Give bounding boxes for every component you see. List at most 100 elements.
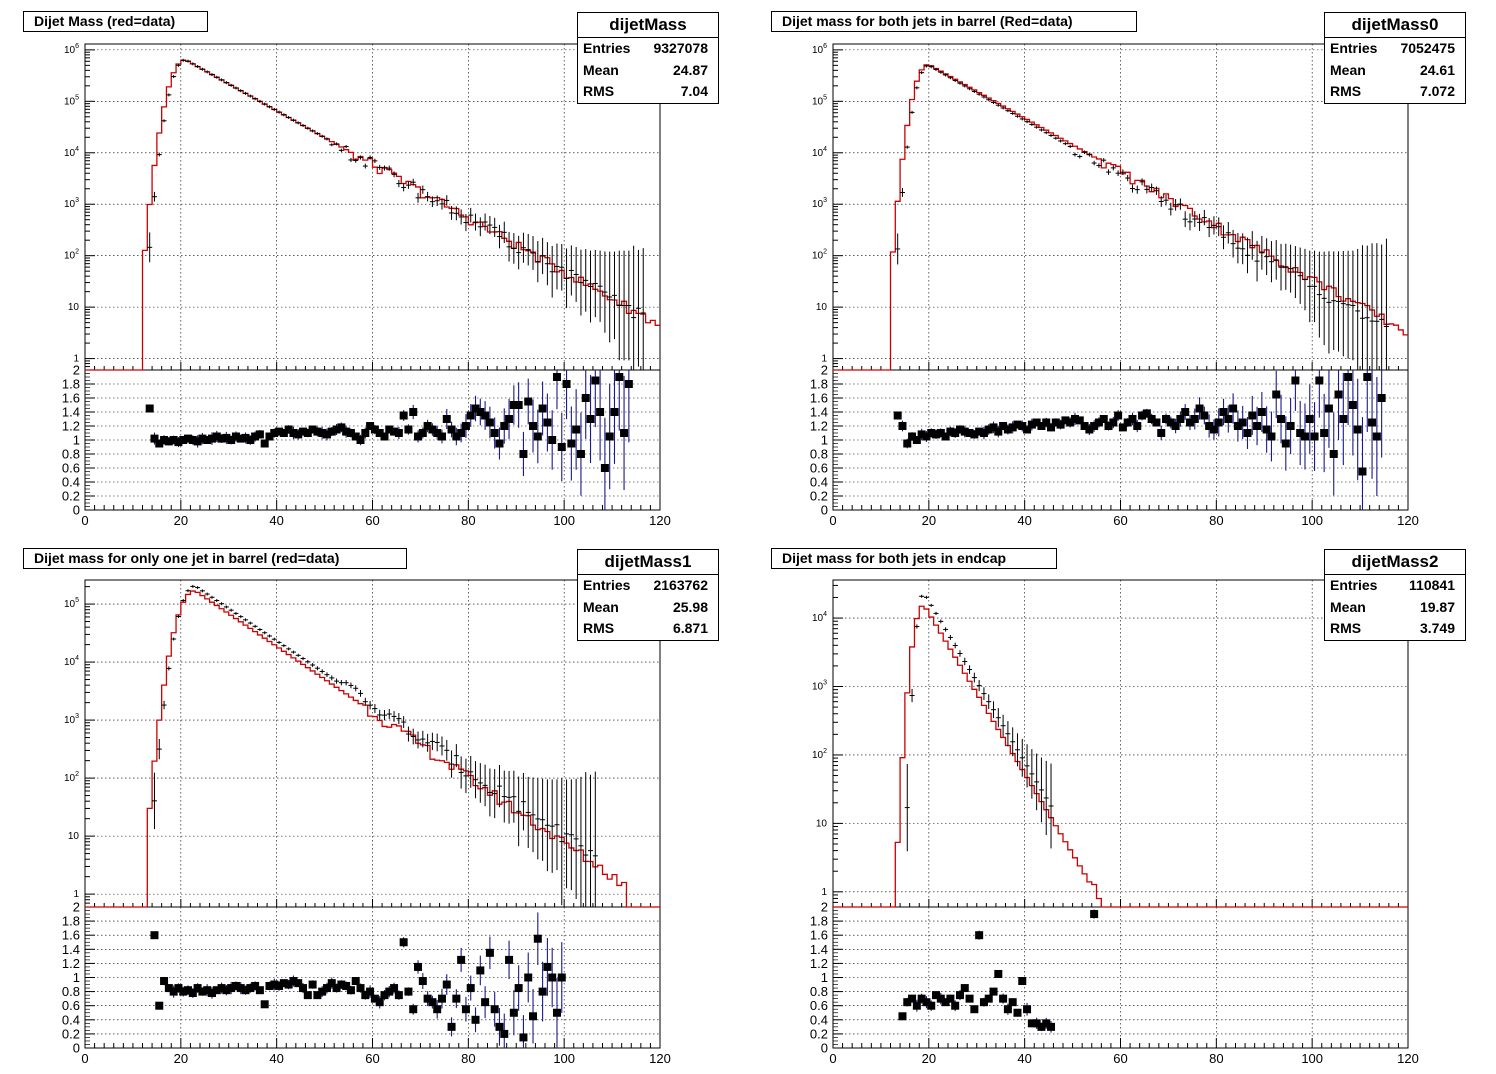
- x-tick-label: 60: [1113, 513, 1127, 528]
- stats-rms-row: RMS 7.04: [578, 81, 718, 103]
- ratio-point: [1142, 409, 1151, 418]
- ratio-point: [975, 931, 984, 940]
- ratio-point: [519, 450, 528, 458]
- y-tick-label: 10: [68, 302, 80, 313]
- ratio-point: [241, 433, 250, 442]
- stats-rms-value: 3.749: [1419, 620, 1455, 636]
- ratio-point: [965, 994, 974, 1003]
- stats-mean-value: 24.61: [1419, 61, 1455, 78]
- y-tick-label: 106: [64, 43, 79, 56]
- ratio-point: [1233, 422, 1242, 430]
- ratio-y-tick-label: 2: [821, 900, 828, 915]
- ratio-point: [1075, 416, 1084, 425]
- ratio-y-tick-label: 1.6: [62, 391, 80, 406]
- x-tick-label: 20: [922, 1051, 936, 1066]
- ratio-point: [1008, 998, 1017, 1007]
- ratio-point: [318, 987, 327, 996]
- ratio-point: [212, 432, 221, 441]
- stats-box: dijetMass1 Entries 2163762 Mean 25.98 RMS 6.87…: [577, 549, 719, 641]
- y-tick-label: 105: [64, 597, 79, 610]
- ratio-point: [979, 429, 988, 437]
- ratio-point: [1104, 422, 1113, 430]
- ratio-point: [217, 434, 226, 443]
- ratio-point: [150, 434, 159, 443]
- x-tick-label: 120: [1397, 513, 1419, 528]
- ratio-y-tick-label: 0.6: [62, 461, 80, 476]
- ratio-point: [1099, 415, 1108, 423]
- ratio-point: [615, 373, 624, 381]
- ratio-point: [174, 984, 183, 993]
- ratio-point: [1205, 422, 1214, 430]
- ratio-point: [946, 994, 955, 1003]
- ratio-point: [538, 987, 547, 996]
- ratio-point: [1257, 408, 1266, 416]
- ratio-point: [457, 955, 466, 964]
- ratio-point: [222, 433, 231, 442]
- stats-mean-value: 24.87: [672, 61, 708, 78]
- ratio-point: [917, 994, 926, 1003]
- ratio-point: [313, 991, 322, 1000]
- ratio-point: [145, 404, 154, 413]
- ratio-point: [936, 429, 945, 437]
- stats-mean-label: Mean: [583, 598, 619, 615]
- ratio-point: [994, 969, 1003, 978]
- ratio-y-tick-label: 1.8: [810, 377, 828, 392]
- ratio-point: [1162, 415, 1171, 423]
- ratio-y-tick-label: 0.4: [810, 475, 828, 490]
- ratio-point: [514, 984, 523, 993]
- ratio-point: [509, 1008, 518, 1017]
- x-tick-label: 0: [81, 1051, 88, 1066]
- ratio-point: [394, 429, 403, 437]
- ratio-point: [198, 987, 207, 996]
- stats-entries-value: 9327078: [653, 40, 708, 56]
- ratio-point: [1061, 416, 1070, 425]
- ratio-point: [1224, 415, 1233, 423]
- ratio-point: [169, 436, 178, 444]
- ratio-point: [519, 1033, 528, 1042]
- ratio-point: [390, 427, 399, 436]
- ratio-y-tick-label: 0.4: [810, 1012, 828, 1027]
- ratio-point: [222, 986, 231, 995]
- stats-box: dijetMass2 Entries 110841 Mean 19.87 RMS 3.749: [1324, 549, 1466, 641]
- ratio-point: [1272, 390, 1281, 399]
- ratio-point: [505, 415, 514, 423]
- ratio-y-tick-label: 1: [821, 970, 828, 985]
- ratio-point: [548, 973, 557, 982]
- y-tick-label: 1: [821, 354, 827, 365]
- stats-entries-row: Entries 9327078: [578, 38, 718, 60]
- ratio-point: [509, 401, 518, 409]
- ratio-point: [227, 436, 236, 444]
- ratio-point: [533, 934, 542, 943]
- ratio-point: [399, 411, 408, 420]
- ratio-point: [965, 429, 974, 437]
- y-tick-label: 1: [821, 887, 827, 898]
- stats-entries-value: 7052475: [1400, 40, 1455, 56]
- ratio-point: [1286, 422, 1295, 430]
- stats-box: dijetMass0 Entries 7052475 Mean 24.61 RMS 7.07…: [1324, 12, 1466, 104]
- x-tick-label: 20: [174, 1051, 188, 1066]
- ratio-point: [179, 987, 188, 996]
- stats-mean-label: Mean: [1330, 598, 1366, 615]
- ratio-point: [999, 422, 1008, 430]
- ratio-point: [476, 408, 485, 416]
- ratio-point: [1339, 415, 1348, 423]
- ratio-point: [960, 984, 969, 993]
- ratio-point: [399, 938, 408, 947]
- ratio-point: [346, 986, 355, 995]
- ratio-point: [1090, 422, 1099, 430]
- x-tick-label: 0: [829, 513, 836, 528]
- ratio-point: [481, 411, 490, 420]
- ratio-point: [433, 429, 442, 437]
- ratio-point: [308, 425, 317, 434]
- ratio-point: [562, 380, 571, 388]
- ratio-point: [1018, 977, 1027, 986]
- ratio-point: [989, 987, 998, 996]
- ratio-point: [1344, 373, 1353, 381]
- ratio-point: [466, 411, 475, 420]
- ratio-point: [1109, 418, 1118, 427]
- ratio-point: [279, 429, 288, 437]
- ratio-point: [970, 430, 979, 439]
- ratio-point: [533, 432, 542, 441]
- ratio-point: [423, 994, 432, 1003]
- ratio-point: [418, 977, 427, 986]
